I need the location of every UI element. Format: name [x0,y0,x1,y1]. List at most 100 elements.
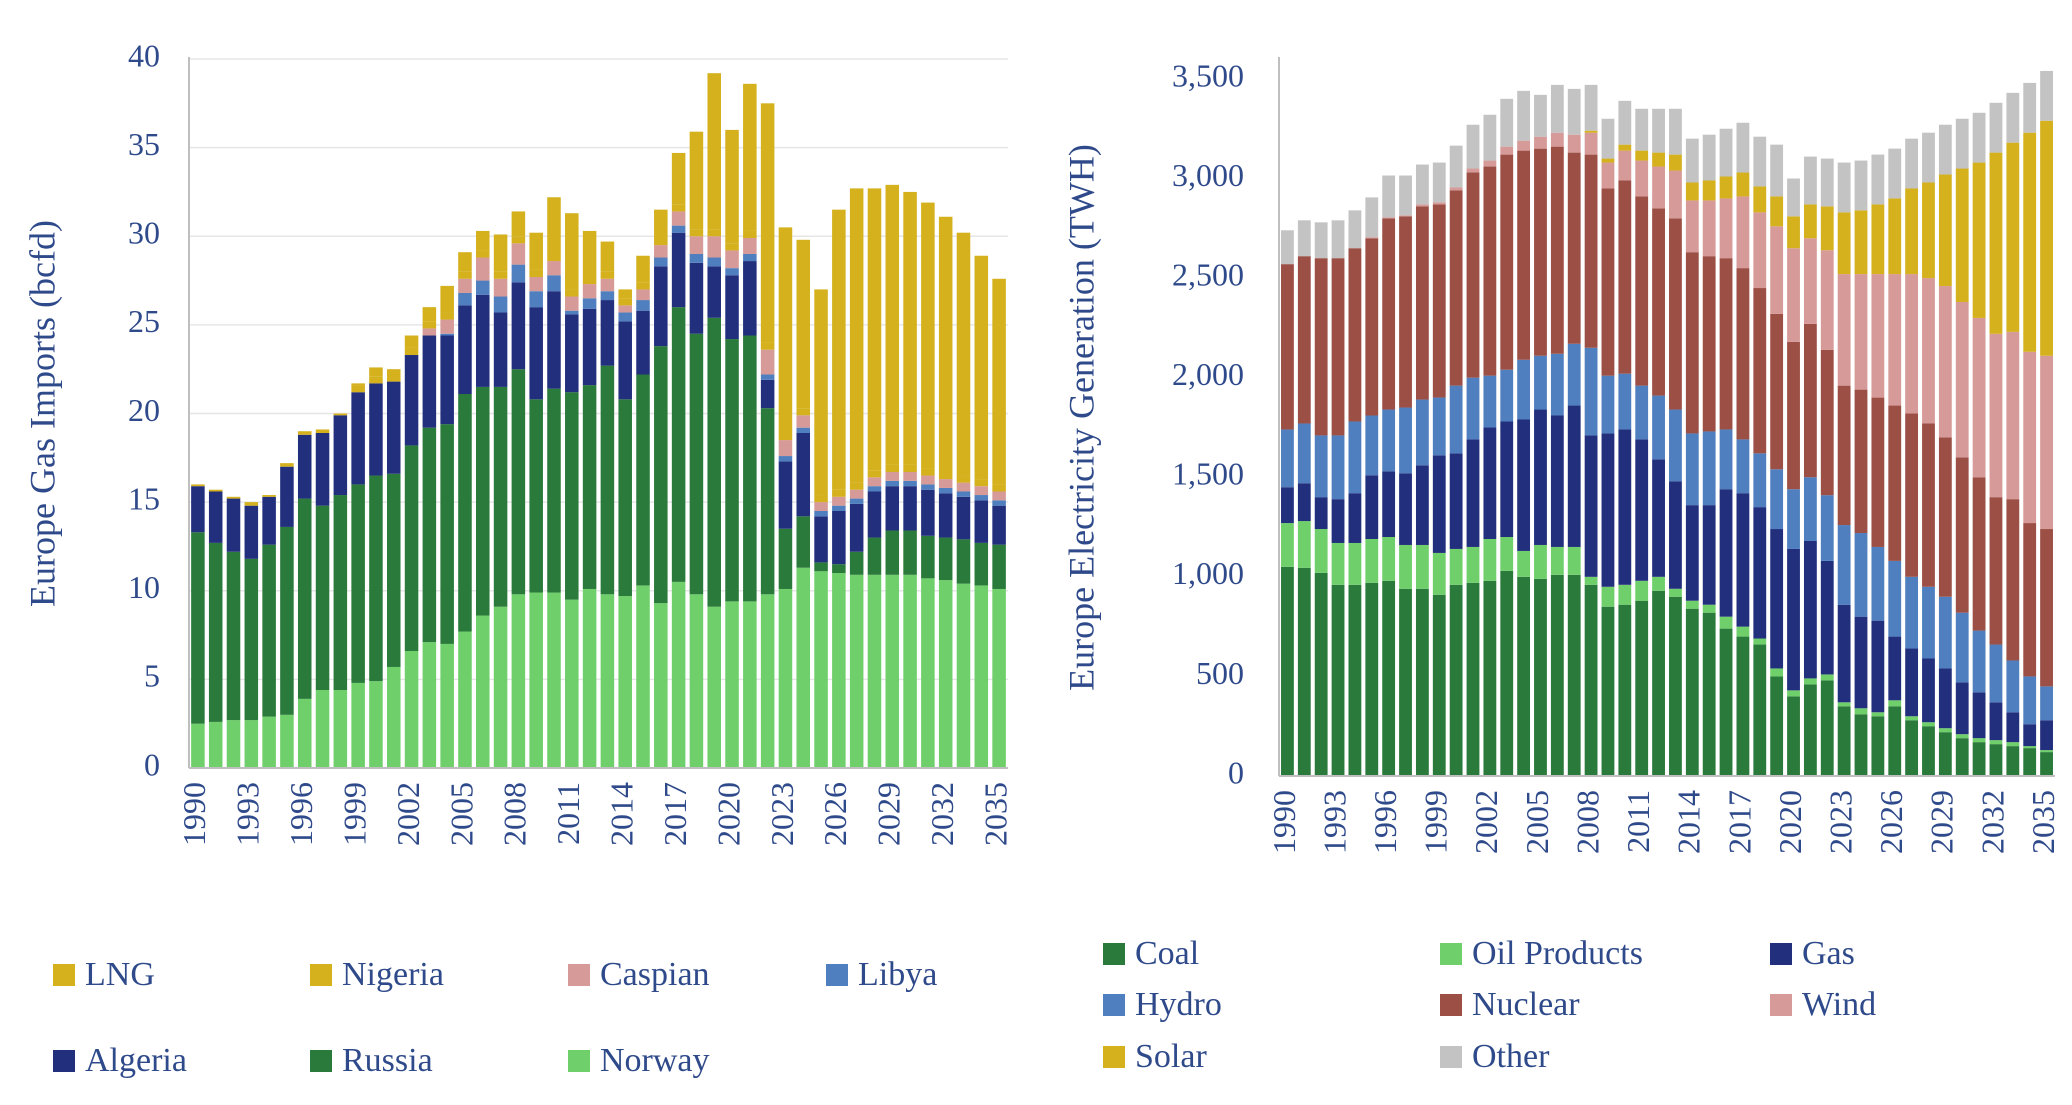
bar-segment [1415,544,1429,589]
bar-segment [2006,331,2020,500]
y-tick-label: 2,500 [1172,256,1244,292]
bar-segment [600,278,615,292]
bar-segment [885,530,900,575]
x-tick-label: 1999 [1418,790,1454,854]
bar-segment [422,321,437,329]
bar-segment [1348,248,1362,422]
bar-segment [351,682,365,768]
bar-segment [1955,682,1969,735]
y-tick-label: 2,000 [1172,356,1244,392]
bar-segment [1989,740,2003,745]
bar-segment [1432,397,1446,456]
bar-segment [1719,198,1733,259]
bar-segment [1753,453,1767,508]
bar-segment [2006,746,2020,776]
bar-segment [921,578,935,768]
bar-segment [1888,405,1902,561]
bar-segment [1652,166,1665,209]
bar-segment [191,532,205,724]
bar-segment [1432,202,1446,205]
bar-segment [1449,548,1463,585]
bar-segment [849,482,864,490]
bar-segment [1719,258,1733,430]
bar-segment [974,255,989,480]
bar-segment [1669,409,1682,482]
bar-segment [1905,413,1919,577]
bar-segment [1888,700,1902,707]
bar-segment [1297,521,1311,568]
bar-segment [1399,215,1412,217]
bar-segment [1382,409,1396,472]
bar-segment [1854,210,1868,275]
bar-segment [618,399,632,597]
bar-segment [1601,188,1615,376]
bar-segment [1837,706,1851,776]
legend-swatch [826,964,848,986]
bar-segment [725,250,739,269]
bar-segment [1601,158,1615,163]
bar-segment [476,230,490,251]
bar-segment [921,202,935,469]
bar-segment [1803,678,1817,685]
bar-segment [1449,453,1463,549]
bar-segment [1297,483,1311,522]
bar-segment [1534,94,1547,137]
bar-segment [529,399,543,593]
bar-segment [707,606,721,768]
bar-segment [1989,102,2003,153]
legend-label: Hydro [1135,986,1222,1023]
bar-segment [1534,148,1547,356]
bar-segment [1702,505,1716,605]
bar-segment [1550,146,1564,354]
bar-segment [1534,136,1547,149]
y-tick-label: 15 [128,480,160,516]
bar-segment [1736,196,1750,269]
bar-segment [1888,198,1902,275]
bar-segment [476,257,490,281]
bar-segment [1584,584,1598,776]
bar-segment [1989,744,2003,776]
bar-segment [1365,538,1379,583]
bar-segment [1955,738,1969,776]
bar-segment [2023,132,2037,352]
bar-segment [1534,355,1547,410]
bar-segment [1415,206,1429,400]
bar-segment [903,574,917,768]
bar-segment [1365,237,1379,239]
bar-segment [1972,477,1986,631]
bar-segment [440,333,454,336]
bar-segment [369,376,383,384]
x-tick-label: 1993 [230,782,266,846]
bar-segment [1702,604,1716,613]
bar-segment [369,383,383,476]
x-tick-label: 2017 [1721,790,1757,854]
bar-segment [992,505,1006,545]
bar-segment [1382,217,1396,219]
bar-segment [493,386,508,607]
bar-segment [867,470,882,478]
bar-segment [2040,752,2053,776]
bar-segment [1820,206,1834,251]
bar-segment [1382,471,1396,537]
bar-segment [1432,455,1446,553]
bar-segment [1938,174,1952,287]
bar-segment [1601,433,1615,587]
bar-segment [1584,435,1598,577]
bar-segment [1415,204,1429,207]
bar-segment [1601,586,1615,607]
bar-segment [582,308,597,386]
bar-segment [796,239,811,409]
bar-segment [832,496,846,506]
x-tick-label: 1993 [1316,790,1352,854]
bar-segment [297,434,312,499]
bar-segment [814,502,828,511]
y-axis-title: Europe Electricity Generation (TWH) [1061,144,1101,691]
bar-segment [386,666,401,768]
bar-segment [1922,132,1935,183]
bar-segment [956,482,971,492]
bar-segment [1382,580,1396,776]
bar-segment [832,564,846,574]
bar-segment [511,243,526,265]
bar-segment [903,191,917,465]
y-tick-label: 30 [128,215,160,251]
